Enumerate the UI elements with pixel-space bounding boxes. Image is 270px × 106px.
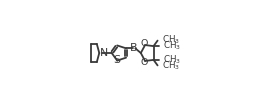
Text: CH$_3$: CH$_3$ bbox=[163, 54, 181, 66]
Text: N: N bbox=[100, 48, 108, 58]
Text: B: B bbox=[130, 43, 138, 53]
Text: S: S bbox=[113, 55, 120, 65]
Text: CH$_3$: CH$_3$ bbox=[162, 33, 180, 46]
Text: O: O bbox=[140, 39, 148, 48]
Text: CH$_3$: CH$_3$ bbox=[162, 60, 180, 73]
Text: O: O bbox=[140, 58, 148, 67]
Text: CH$_3$: CH$_3$ bbox=[163, 40, 181, 52]
